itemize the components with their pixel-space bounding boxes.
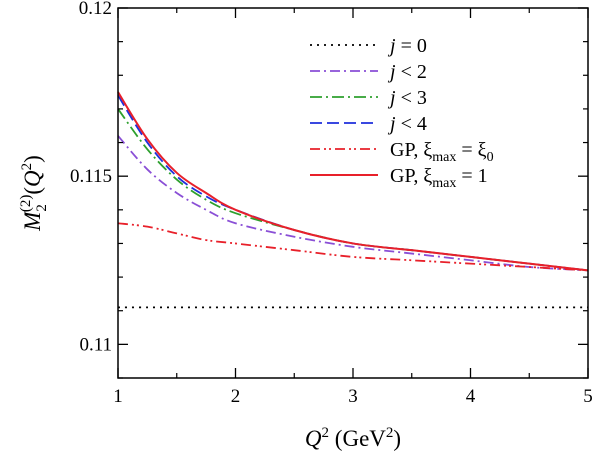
legend-label-1: j < 2	[387, 61, 427, 83]
tick-labels: 1 2 3 4 5 0.11 0.115 0.12	[70, 0, 593, 407]
legend-label-0: j = 0	[387, 35, 427, 57]
y-axis-label: M2(2)(Q2)	[18, 155, 50, 232]
series-line-5	[117, 91, 589, 272]
y-tick-label: 0.11	[79, 334, 112, 355]
x-tick-label: 4	[466, 386, 476, 407]
x-tick-label: 5	[583, 386, 593, 407]
x-tick-label: 2	[231, 386, 241, 407]
legend-label-5: GP, ξmax = 1	[390, 165, 488, 191]
plot-curves	[117, 91, 589, 309]
series-line-4	[117, 222, 589, 272]
y-tick-label: 0.12	[79, 0, 112, 19]
x-tick-label: 1	[113, 386, 123, 407]
legend-label-2: j < 3	[387, 87, 427, 109]
legend-label-3: j < 4	[387, 113, 427, 135]
x-tick-label: 3	[348, 386, 358, 407]
plot-frame	[117, 7, 589, 379]
series-line-1	[117, 135, 589, 272]
y-tick-label: 0.115	[70, 166, 112, 187]
axis-ticks	[117, 7, 589, 379]
legend-label-4: GP, ξmax = ξ0	[390, 139, 494, 165]
x-axis-label: Q2 (GeV2)	[305, 425, 401, 451]
